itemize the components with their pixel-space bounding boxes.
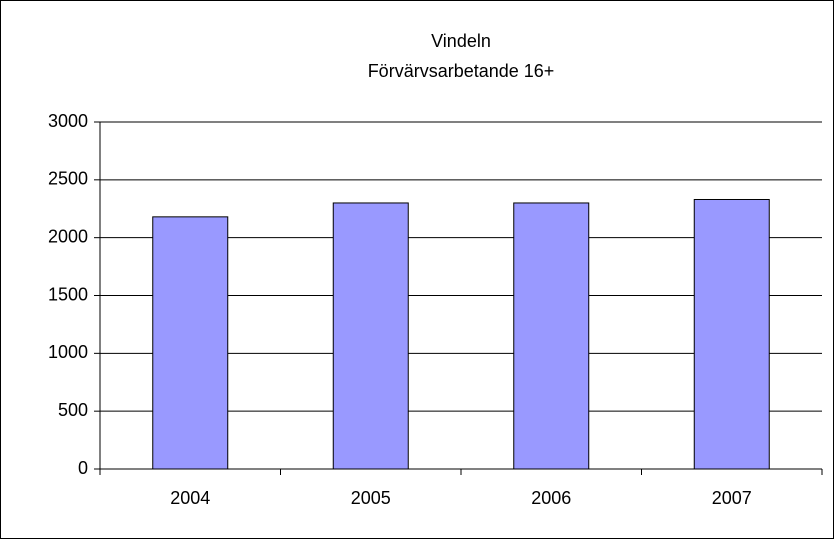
y-tick-label: 2000	[48, 226, 88, 246]
x-tick-label: 2004	[170, 488, 210, 508]
y-tick-label: 500	[58, 400, 88, 420]
chart-subtitle: Förvärvsarbetande 16+	[368, 61, 555, 81]
x-tick-label: 2006	[531, 488, 571, 508]
x-tick-label: 2005	[351, 488, 391, 508]
bar	[693, 198, 770, 470]
y-tick-label: 1500	[48, 284, 88, 304]
bar	[152, 216, 229, 470]
y-tick-label: 3000	[48, 111, 88, 131]
y-tick-label: 0	[78, 458, 88, 478]
y-tick-label: 2500	[48, 169, 88, 189]
bar	[332, 202, 409, 470]
chart-title: Vindeln	[431, 31, 491, 51]
bar	[513, 202, 590, 470]
y-tick-label: 1000	[48, 342, 88, 362]
x-tick-label: 2007	[712, 488, 752, 508]
